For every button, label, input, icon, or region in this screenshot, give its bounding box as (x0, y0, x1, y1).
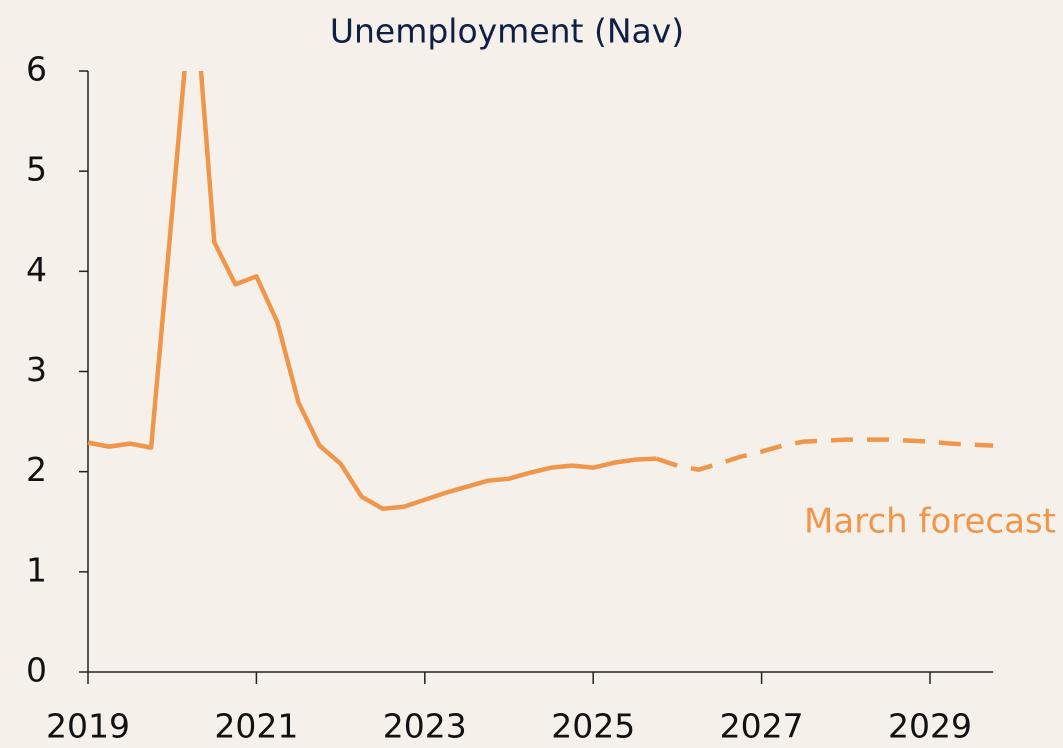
y-tick-label: 3 (26, 350, 47, 389)
x-tick-label: 2019 (46, 707, 130, 746)
y-tick-label: 6 (26, 50, 47, 89)
chart-title: Unemployment (Nav) (330, 12, 684, 51)
y-tick-label: 2 (26, 450, 47, 489)
x-tick-label: 2027 (720, 707, 804, 746)
x-tick-label: 2029 (888, 707, 972, 746)
plot-area (87, 71, 994, 511)
x-tick-label: 2023 (383, 707, 467, 746)
series-line (87, 71, 657, 511)
y-tick-label: 5 (26, 150, 47, 189)
series-label: March forecast (804, 502, 1056, 542)
y-tick-label: 1 (26, 550, 47, 589)
y-tick-label: 4 (26, 250, 47, 289)
x-tick-label: 2021 (214, 707, 298, 746)
y-tick-label: 0 (26, 651, 47, 690)
x-tick-label: 2025 (551, 707, 635, 746)
